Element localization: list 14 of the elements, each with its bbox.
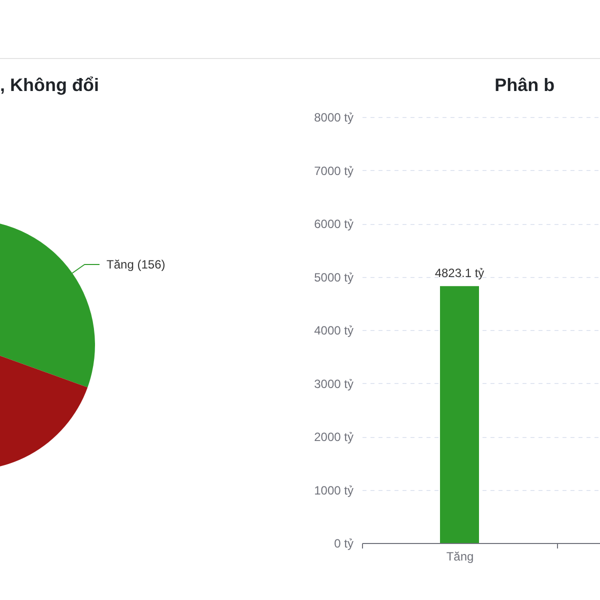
y-tick-label: 0 tỷ <box>334 536 354 550</box>
chart-title: , Không đổi <box>0 75 99 95</box>
chart-title: Phân b <box>494 75 555 95</box>
x-tick-label: Tăng <box>446 550 474 564</box>
y-tick-label: 8000 tỷ <box>314 110 354 124</box>
y-tick-label: 7000 tỷ <box>314 164 354 178</box>
y-tick-label: 5000 tỷ <box>314 270 354 284</box>
slice-label: Tăng (156) <box>106 258 166 272</box>
data-label: 4823.1 tỷ <box>434 266 484 280</box>
y-tick-label: 3000 tỷ <box>314 376 354 391</box>
y-tick-label: 6000 tỷ <box>314 217 354 231</box>
y-tick-label: 1000 tỷ <box>314 483 354 498</box>
y-tick-label: 2000 tỷ <box>314 430 354 444</box>
y-tick-label: 4000 tỷ <box>314 324 354 338</box>
